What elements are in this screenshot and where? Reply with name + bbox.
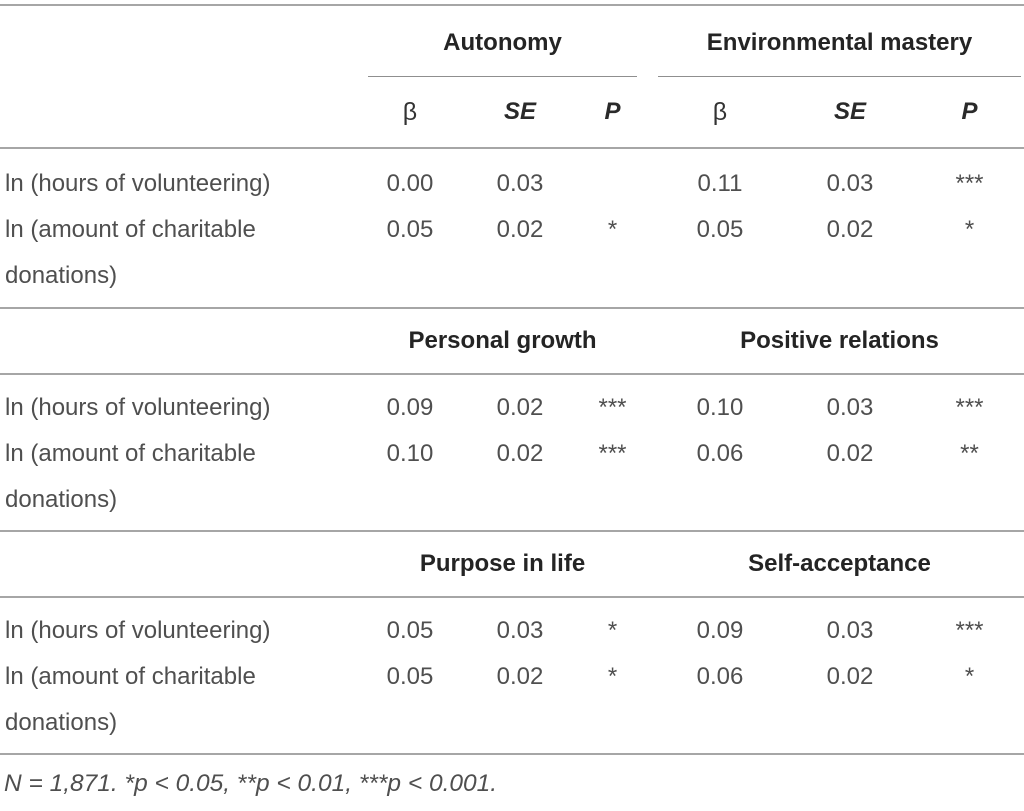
beta-value: 0.09 xyxy=(386,394,434,421)
subheader-beta-1: β xyxy=(402,97,418,126)
table-row: ln (hours of volunteering) 0.00 0.03 0.1… xyxy=(0,149,1024,207)
group-header-purpose-in-life: Purpose in life xyxy=(419,550,586,577)
regression-table: Autonomy Environmental mastery β SE P β … xyxy=(0,4,1024,807)
se-value: 0.02 xyxy=(826,663,874,690)
se-value: 0.02 xyxy=(826,440,874,467)
table-row: ln (amount of charitable donations) 0.10… xyxy=(0,431,1024,530)
row-label: ln (hours of volunteering) xyxy=(5,617,271,644)
subheader-se-2: SE xyxy=(833,98,866,125)
p-value: *** xyxy=(598,440,627,467)
table-footnote: N = 1,871. *p < 0.05, **p < 0.01, ***p <… xyxy=(4,770,498,797)
beta-value: 0.11 xyxy=(697,170,743,197)
section-2-group-header: Personal growth Positive relations xyxy=(0,309,1024,373)
se-value: 0.03 xyxy=(496,617,544,644)
section-rule xyxy=(0,373,1024,375)
p-value: * xyxy=(964,216,975,243)
table-row: ln (hours of volunteering) 0.09 0.02 ***… xyxy=(0,375,1024,431)
p-value: * xyxy=(964,663,975,690)
group-header-autonomy: Autonomy xyxy=(368,26,637,77)
table-row: ln (hours of volunteering) 0.05 0.03 * 0… xyxy=(0,598,1024,654)
p-value: * xyxy=(607,617,618,644)
p-value xyxy=(570,161,655,207)
section-rule xyxy=(0,530,1024,532)
se-value: 0.03 xyxy=(826,394,874,421)
subheader-p-2: P xyxy=(961,98,978,125)
section-rule xyxy=(0,596,1024,598)
se-value: 0.02 xyxy=(496,216,544,243)
section-3-group-header: Purpose in life Self-acceptance xyxy=(0,532,1024,596)
group-header-personal-growth: Personal growth xyxy=(408,327,597,354)
se-value: 0.03 xyxy=(826,170,874,197)
beta-value: 0.05 xyxy=(696,216,744,243)
row-label: ln (hours of volunteering) xyxy=(5,170,271,197)
beta-value: 0.05 xyxy=(386,617,434,644)
top-rule xyxy=(0,4,1024,6)
beta-value: 0.05 xyxy=(386,663,434,690)
p-value: ** xyxy=(960,440,979,467)
section-rule xyxy=(0,307,1024,309)
group-header-self-acceptance: Self-acceptance xyxy=(748,550,931,577)
header-rule xyxy=(0,147,1024,149)
subheader-se-1: SE xyxy=(503,98,536,125)
p-value: * xyxy=(607,663,618,690)
beta-value: 0.09 xyxy=(696,617,744,644)
group-header-environmental-mastery: Environmental mastery xyxy=(658,26,1021,77)
p-value: * xyxy=(607,216,618,243)
p-value: *** xyxy=(955,617,984,644)
se-value: 0.03 xyxy=(496,170,544,197)
se-value: 0.02 xyxy=(496,663,544,690)
se-value: 0.02 xyxy=(826,216,874,243)
group-header-positive-relations: Positive relations xyxy=(740,327,939,354)
p-value: *** xyxy=(955,394,984,421)
subheader-beta-2: β xyxy=(712,97,728,126)
beta-value: 0.06 xyxy=(696,440,744,467)
se-value: 0.03 xyxy=(826,617,874,644)
beta-value: 0.00 xyxy=(386,170,434,197)
beta-value: 0.06 xyxy=(696,663,744,690)
se-value: 0.02 xyxy=(496,394,544,421)
p-value: *** xyxy=(598,394,627,421)
beta-value: 0.10 xyxy=(696,394,744,421)
se-value: 0.02 xyxy=(496,440,544,467)
p-value: *** xyxy=(955,170,984,197)
table-row: ln (amount of charitable donations) 0.05… xyxy=(0,207,1024,307)
beta-value: 0.10 xyxy=(386,440,434,467)
row-label: ln (amount of charitable donations) xyxy=(5,216,256,289)
section-1-group-header: Autonomy Environmental mastery xyxy=(0,6,1024,77)
row-label: ln (amount of charitable donations) xyxy=(5,440,256,513)
beta-value: 0.05 xyxy=(386,216,434,243)
subheader-row: β SE P β SE P xyxy=(0,77,1024,147)
footnote-rule xyxy=(0,753,1024,755)
row-label: ln (amount of charitable donations) xyxy=(5,663,256,736)
row-label: ln (hours of volunteering) xyxy=(5,394,271,421)
table-row: ln (amount of charitable donations) 0.05… xyxy=(0,654,1024,753)
subheader-p-1: P xyxy=(604,98,621,125)
